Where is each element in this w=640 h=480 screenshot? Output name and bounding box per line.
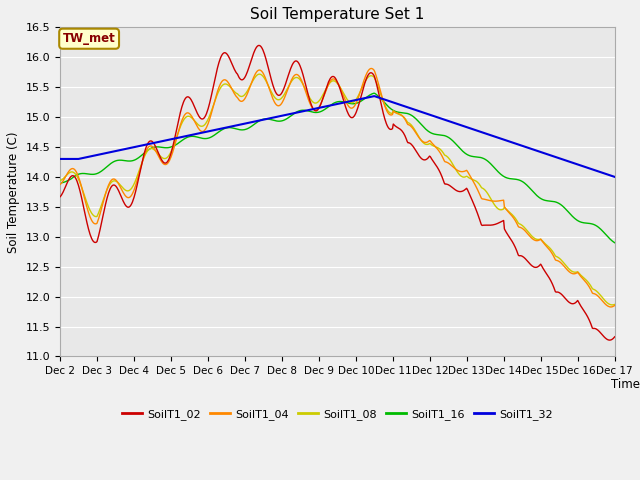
Text: TW_met: TW_met [63,32,115,45]
Legend: SoilT1_02, SoilT1_04, SoilT1_08, SoilT1_16, SoilT1_32: SoilT1_02, SoilT1_04, SoilT1_08, SoilT1_… [117,405,557,425]
Y-axis label: Soil Temperature (C): Soil Temperature (C) [7,131,20,252]
X-axis label: Time: Time [611,378,640,391]
Title: Soil Temperature Set 1: Soil Temperature Set 1 [250,7,424,22]
